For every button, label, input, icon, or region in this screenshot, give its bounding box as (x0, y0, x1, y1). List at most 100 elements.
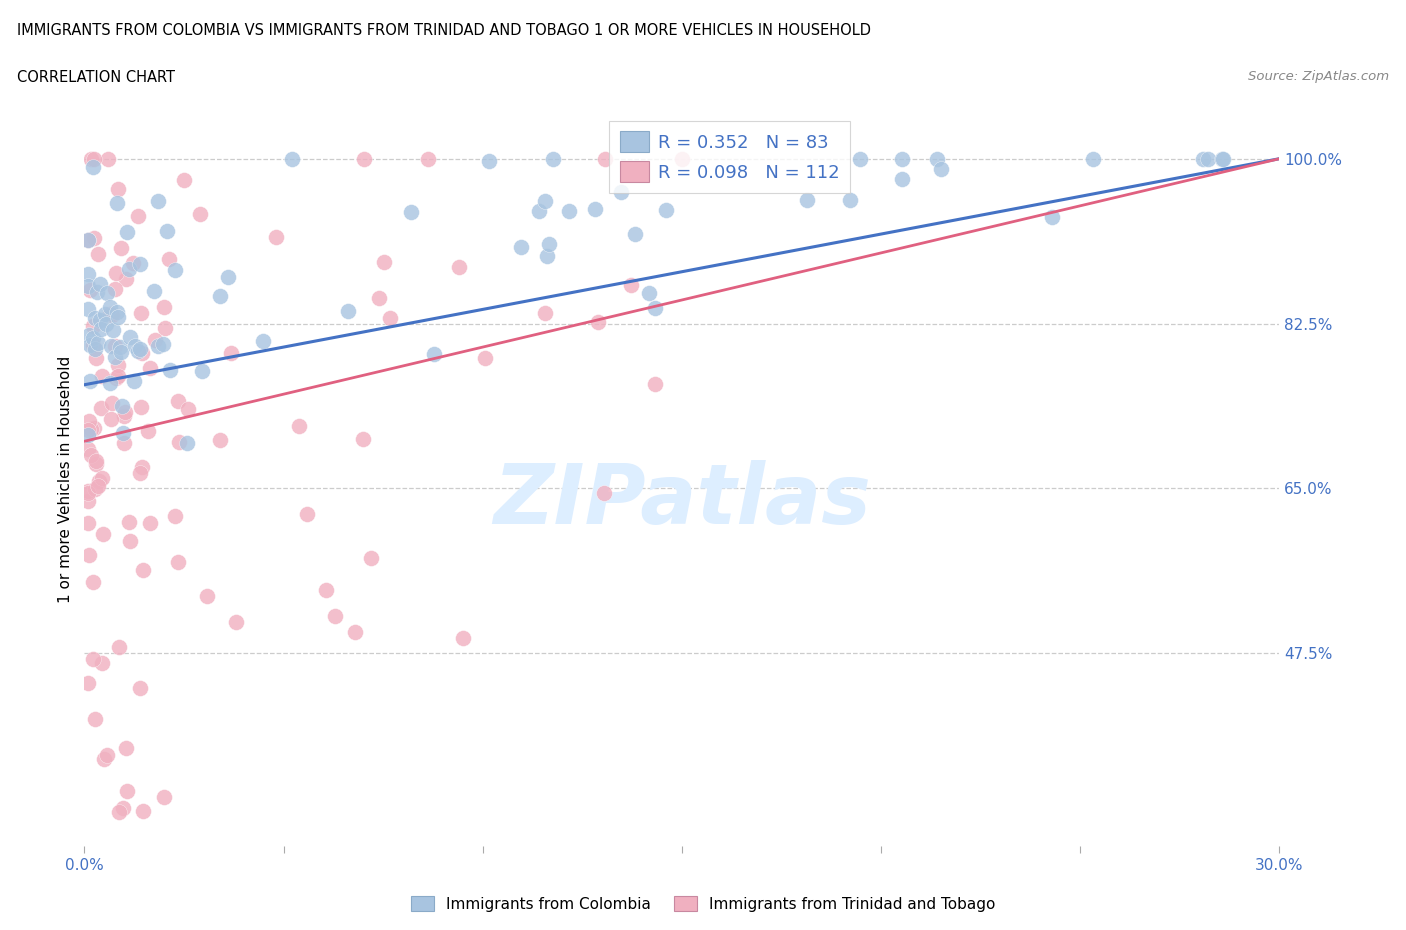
Point (352, 432, 374, 446)
Point (266, 230, 288, 245)
Point (1191, 152, 1213, 166)
Point (138, 515, 160, 530)
Point (79, 374, 101, 389)
Point (796, 193, 818, 207)
Point (127, 209, 149, 224)
Point (167, 554, 190, 569)
Point (128, 681, 150, 696)
Point (89, 312, 111, 327)
Point (373, 255, 395, 270)
Point (121, 255, 143, 270)
Point (96, 316, 118, 331)
Point (86, 246, 108, 261)
Point (891, 152, 914, 166)
Legend: Immigrants from Colombia, Immigrants from Trinidad and Tobago: Immigrants from Colombia, Immigrants fro… (405, 889, 1001, 918)
Point (79, 282, 101, 297)
Point (82, 652, 104, 667)
Y-axis label: 1 or more Vehicles in Household: 1 or more Vehicles in Household (58, 355, 73, 603)
Point (152, 790, 174, 804)
Point (94, 306, 117, 321)
Point (77, 494, 100, 509)
Point (120, 329, 142, 344)
Point (108, 339, 131, 354)
Point (159, 363, 181, 378)
Point (588, 315, 610, 330)
Text: ZIPatlas: ZIPatlas (494, 460, 870, 541)
Point (115, 784, 138, 799)
Point (77, 428, 100, 443)
Point (131, 306, 153, 321)
Point (107, 368, 129, 383)
Point (209, 433, 232, 448)
Point (219, 346, 242, 361)
Point (165, 262, 187, 277)
Point (86, 285, 108, 299)
Point (474, 351, 496, 365)
Point (83, 231, 105, 246)
Point (101, 323, 124, 338)
Point (84, 457, 107, 472)
Point (1212, 152, 1234, 166)
Point (176, 436, 198, 451)
Point (100, 339, 122, 353)
Point (153, 299, 176, 314)
Point (195, 588, 218, 603)
Point (128, 257, 150, 272)
Point (96, 286, 118, 300)
Point (654, 203, 676, 218)
Point (188, 206, 211, 221)
Point (143, 333, 166, 348)
Point (112, 408, 135, 423)
Point (399, 205, 422, 219)
Point (624, 227, 647, 242)
Point (87, 335, 110, 350)
Point (80, 447, 103, 462)
Point (100, 306, 122, 321)
Point (138, 360, 160, 375)
Point (77, 422, 100, 437)
Point (124, 339, 146, 353)
Point (295, 506, 318, 521)
Point (128, 341, 150, 356)
Point (91, 526, 114, 541)
Point (281, 152, 304, 166)
Point (91, 471, 114, 485)
Point (77, 485, 100, 500)
Point (83, 420, 105, 435)
Point (87, 478, 110, 493)
Point (510, 239, 533, 254)
Point (644, 301, 666, 316)
Point (77, 278, 100, 293)
Point (83, 152, 105, 166)
Point (644, 377, 666, 392)
Point (360, 551, 382, 565)
Point (336, 303, 359, 318)
Point (167, 434, 190, 449)
Point (343, 625, 366, 640)
Point (191, 364, 214, 379)
Point (96, 748, 118, 763)
Point (132, 804, 155, 818)
Point (82, 159, 104, 174)
Point (112, 801, 135, 816)
Point (288, 418, 311, 433)
Point (533, 194, 555, 209)
Point (595, 152, 617, 166)
Point (592, 485, 614, 500)
Point (104, 282, 127, 297)
Point (131, 460, 153, 475)
Point (82, 318, 104, 333)
Point (77, 267, 100, 282)
Point (163, 509, 186, 524)
Point (89, 276, 111, 291)
Point (536, 248, 558, 263)
Point (143, 284, 166, 299)
Point (1081, 152, 1104, 166)
Point (111, 398, 134, 413)
Point (77, 515, 100, 530)
Point (153, 321, 176, 336)
Point (107, 358, 129, 373)
Point (173, 173, 195, 188)
Point (225, 615, 247, 630)
Point (423, 346, 446, 361)
